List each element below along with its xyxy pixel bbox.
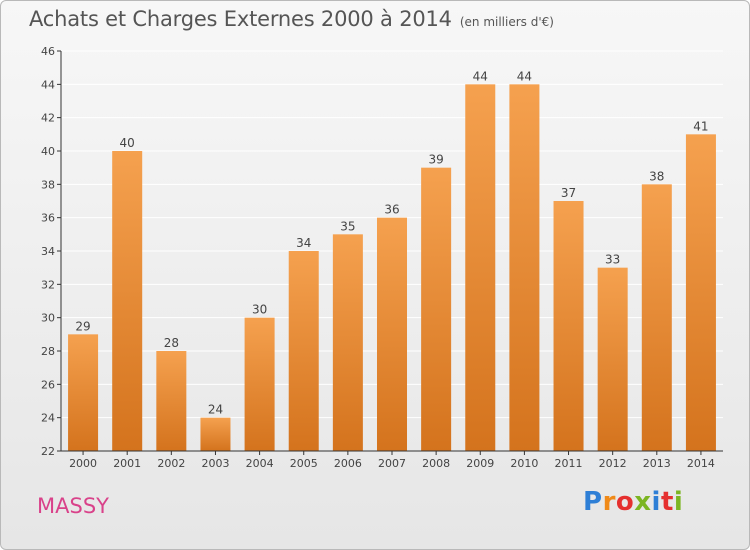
logo-letter: o — [615, 487, 635, 517]
y-tick-label: 46 — [41, 45, 55, 58]
chart-title-text: Achats et Charges Externes 2000 à 2014 — [29, 7, 452, 31]
x-tick-label-2005: 2005 — [290, 457, 318, 470]
y-tick-label: 44 — [41, 78, 55, 91]
bar-2014 — [685, 134, 716, 452]
bar-2009 — [465, 84, 496, 451]
logo-letter: t — [660, 487, 674, 517]
bar-2008 — [421, 167, 452, 451]
value-label-2006: 35 — [340, 219, 355, 233]
bar-2005 — [288, 251, 319, 451]
x-tick-label-2002: 2002 — [157, 457, 185, 470]
value-label-2009: 44 — [473, 69, 488, 83]
x-tick-label-2006: 2006 — [334, 457, 362, 470]
proxiti-logo: Proxiti — [583, 487, 683, 517]
chart-subtitle: (en milliers d'€) — [459, 15, 554, 29]
logo-letter: i — [651, 487, 661, 517]
value-label-2013: 38 — [649, 169, 664, 183]
y-tick-label: 28 — [41, 345, 55, 358]
axes — [57, 50, 723, 455]
bar-2004 — [244, 317, 275, 451]
logo-letter: x — [634, 487, 652, 517]
x-tick-label-2004: 2004 — [246, 457, 274, 470]
value-label-2004: 30 — [252, 303, 267, 317]
value-label-2014: 41 — [693, 119, 708, 133]
x-tick-label-2009: 2009 — [466, 457, 494, 470]
y-tick-label: 24 — [41, 412, 55, 425]
x-tick-label-2014: 2014 — [687, 457, 715, 470]
value-label-2003: 24 — [208, 403, 223, 417]
bar-2012 — [597, 267, 628, 451]
value-label-2007: 36 — [384, 203, 399, 217]
y-tick-label: 42 — [41, 112, 55, 125]
value-label-2010: 44 — [517, 69, 532, 83]
bar-2007 — [376, 217, 408, 451]
bar-2000 — [68, 334, 99, 451]
x-tick-label-2012: 2012 — [599, 457, 627, 470]
value-label-2001: 40 — [120, 136, 135, 150]
y-tick-label: 38 — [41, 178, 55, 191]
bar-2003 — [200, 417, 231, 451]
y-tick-label: 32 — [41, 278, 55, 291]
logo-letter: r — [602, 487, 616, 517]
x-tick-label-2013: 2013 — [643, 457, 671, 470]
bars — [68, 84, 716, 452]
bar-2001 — [112, 151, 143, 451]
bar-2013 — [641, 184, 672, 452]
value-label-2008: 39 — [428, 153, 443, 167]
chart-title: Achats et Charges Externes 2000 à 2014 (e… — [29, 7, 554, 31]
logo-letter: P — [583, 487, 603, 517]
x-tick-label-2008: 2008 — [422, 457, 450, 470]
y-tick-label: 26 — [41, 378, 55, 391]
y-tick-label: 30 — [41, 312, 55, 325]
bar-2002 — [156, 351, 187, 451]
x-tick-label-2011: 2011 — [555, 457, 583, 470]
logo-letter: i — [673, 487, 684, 517]
x-tick-label-2010: 2010 — [510, 457, 538, 470]
x-tick-label-2001: 2001 — [113, 457, 141, 470]
value-label-2002: 28 — [164, 336, 179, 350]
y-tick-label: 22 — [41, 445, 55, 458]
value-label-2012: 33 — [605, 253, 620, 267]
bar-2010 — [509, 84, 540, 451]
value-label-2000: 29 — [75, 319, 90, 333]
labels: 22 24 26 28 30 32 34 36 38 40 42 44 46 29 2000 40 2001 28… — [41, 45, 715, 470]
bar-2011 — [553, 201, 584, 451]
y-tick-label: 34 — [41, 245, 55, 258]
y-tick-label: 36 — [41, 212, 55, 225]
x-tick-label-2007: 2007 — [378, 457, 406, 470]
x-tick-label-2003: 2003 — [201, 457, 229, 470]
x-tick-label-2000: 2000 — [69, 457, 97, 470]
value-label-2011: 37 — [561, 186, 576, 200]
y-tick-label: 40 — [41, 145, 55, 158]
place-name: MASSY — [37, 494, 109, 518]
bar-2006 — [332, 234, 363, 451]
value-label-2005: 34 — [296, 236, 311, 250]
